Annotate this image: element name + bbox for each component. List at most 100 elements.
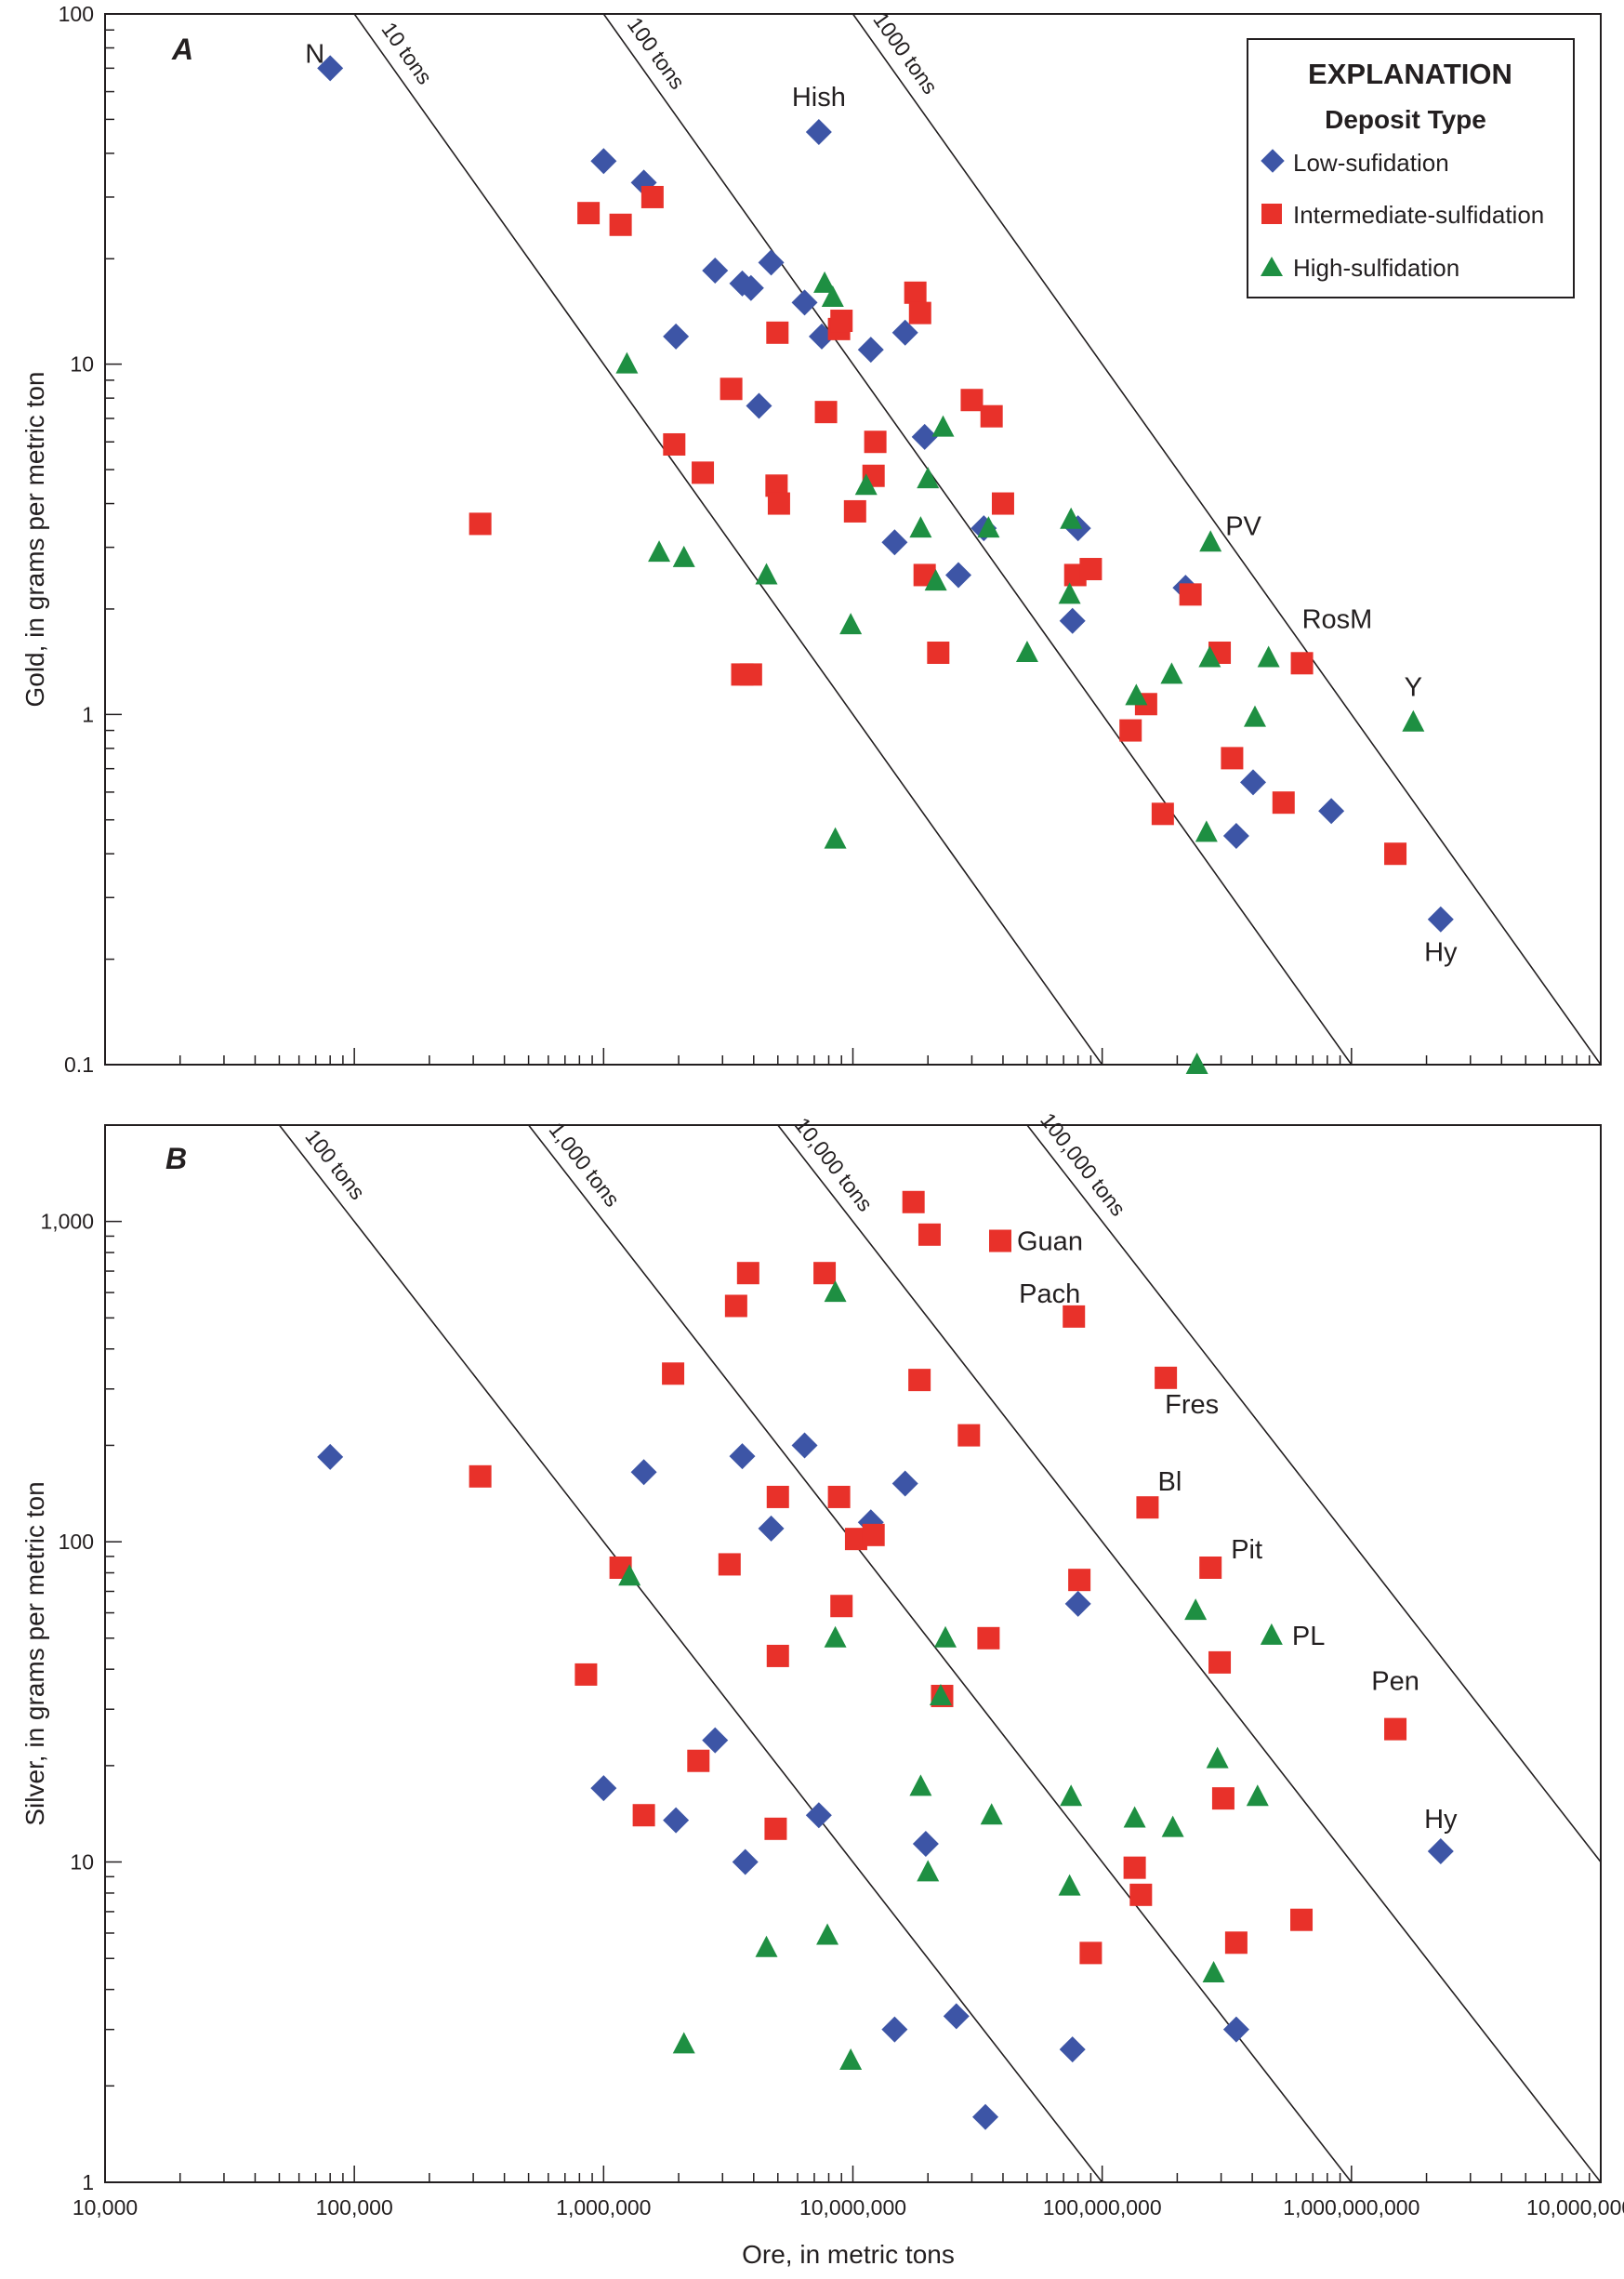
data-point-intermediate-sulfidation: [814, 401, 838, 424]
panel-letter: A: [171, 33, 193, 66]
deposit-label-pen: Pen: [1371, 1667, 1419, 1697]
data-point-high-sulfidation: [824, 827, 847, 849]
data-point-low-sulfidation: [881, 529, 908, 556]
isoline-label: 100 tons: [300, 1124, 370, 1204]
data-point-intermediate-sulfidation: [739, 663, 762, 686]
x-tick-label: 10,000,000: [799, 2195, 906, 2219]
data-point-low-sulfidation: [737, 274, 764, 301]
x-tick-label: 10,000,000,000: [1526, 2195, 1624, 2219]
legend-title: EXPLANATION: [1308, 58, 1512, 90]
data-point-high-sulfidation: [909, 1774, 932, 1796]
data-point-intermediate-sulfidation: [1290, 1908, 1314, 1931]
data-point-intermediate-sulfidation: [977, 1626, 1000, 1650]
deposit-label-rosm: RosM: [1302, 604, 1373, 634]
data-point-intermediate-sulfidation: [830, 1595, 853, 1618]
data-point-intermediate-sulfidation: [574, 1663, 598, 1686]
data-point-intermediate-sulfidation: [908, 301, 931, 325]
data-point-high-sulfidation: [824, 1280, 847, 1303]
panel-letter: B: [165, 1142, 187, 1175]
y-tick-label: 1,000: [40, 1210, 94, 1234]
data-point-intermediate-sulfidation: [1119, 719, 1142, 742]
data-point-high-sulfidation: [977, 516, 1000, 538]
data-point-intermediate-sulfidation: [1199, 1556, 1222, 1579]
data-point-low-sulfidation: [891, 1470, 918, 1497]
data-point-intermediate-sulfidation: [904, 281, 927, 304]
data-point-low-sulfidation: [758, 249, 785, 276]
isoline-label: 1000 tons: [868, 8, 943, 99]
data-point-high-sulfidation: [615, 351, 639, 374]
isoline-100-tons: [602, 14, 1353, 1065]
data-point-intermediate-sulfidation: [577, 202, 601, 225]
legend-item-intermediate-sulfidation: Intermediate-sulfidation: [1293, 201, 1544, 229]
data-point-intermediate-sulfidation: [980, 404, 1003, 428]
x-tick-label: 1,000,000: [556, 2195, 651, 2219]
data-point-intermediate-sulfidation: [766, 321, 789, 344]
deposit-label-fres: Fres: [1165, 1390, 1219, 1420]
data-point-intermediate-sulfidation: [765, 474, 788, 497]
deposit-label-hy: Hy: [1424, 1805, 1458, 1835]
series-high-sulfidation: [618, 1280, 1283, 2071]
data-point-high-sulfidation: [839, 613, 863, 635]
data-point-high-sulfidation: [1185, 1053, 1208, 1074]
deposit-label-pv: PV: [1225, 511, 1261, 541]
data-point-high-sulfidation: [648, 540, 671, 563]
data-point-low-sulfidation: [1427, 906, 1454, 933]
data-point-high-sulfidation: [929, 1683, 952, 1705]
data-point-high-sulfidation: [1195, 820, 1218, 842]
data-point-low-sulfidation: [758, 1515, 785, 1542]
data-point-intermediate-sulfidation: [1151, 802, 1174, 826]
data-point-intermediate-sulfidation: [957, 1424, 981, 1447]
data-point-high-sulfidation: [924, 569, 947, 591]
data-point-high-sulfidation: [1198, 645, 1221, 668]
data-point-high-sulfidation: [1060, 507, 1083, 529]
data-point-intermediate-sulfidation: [469, 1464, 492, 1488]
data-point-low-sulfidation: [1059, 607, 1086, 634]
x-tick-label: 100,000: [316, 2195, 393, 2219]
data-point-intermediate-sulfidation: [1221, 747, 1244, 770]
isoline-100-000-tons: [1026, 1125, 1601, 1863]
legend-square-icon: [1261, 204, 1282, 224]
data-point-high-sulfidation: [1058, 1874, 1081, 1896]
data-point-low-sulfidation: [663, 323, 690, 350]
data-point-low-sulfidation: [1318, 798, 1345, 825]
data-point-high-sulfidation: [1125, 683, 1148, 706]
data-point-high-sulfidation: [1206, 1746, 1229, 1769]
data-point-high-sulfidation: [816, 1923, 839, 1945]
deposit-label-n: N: [305, 39, 324, 69]
data-point-low-sulfidation: [317, 55, 344, 82]
x-axis-title: Ore, in metric tons: [742, 2240, 955, 2269]
data-point-high-sulfidation: [824, 1625, 847, 1648]
data-point-intermediate-sulfidation: [830, 310, 853, 333]
panel-a: 100 10 1 0.1 Gold, in grams per metric ton A 1…: [20, 2, 1602, 1077]
legend-item-low-sulfidation: Low-sufidation: [1293, 149, 1449, 177]
y-tick-label: 0.1: [64, 1053, 94, 1077]
deposit-label-guan: Guan: [1017, 1227, 1083, 1257]
x-tick-label: 10,000: [73, 2195, 138, 2219]
data-point-low-sulfidation: [805, 119, 832, 146]
x-tick-label: 100,000,000: [1043, 2195, 1162, 2219]
data-point-intermediate-sulfidation: [609, 213, 632, 236]
data-point-high-sulfidation: [1260, 1623, 1283, 1645]
data-point-intermediate-sulfidation: [764, 1817, 787, 1840]
panel-b: 1,000 100 10 110,000 100,000 1,000,000 10,000,…: [20, 1108, 1624, 2269]
data-point-intermediate-sulfidation: [767, 492, 790, 515]
data-point-high-sulfidation: [1060, 1784, 1083, 1807]
data-point-intermediate-sulfidation: [720, 378, 743, 401]
data-point-high-sulfidation: [1123, 1806, 1146, 1828]
deposit-label-bl: Bl: [1158, 1467, 1182, 1497]
x-tick-label: 1,000,000,000: [1283, 2195, 1419, 2219]
data-point-low-sulfidation: [972, 2103, 999, 2130]
data-point-low-sulfidation: [1239, 769, 1266, 796]
data-point-low-sulfidation: [1222, 2016, 1249, 2043]
data-point-low-sulfidation: [590, 148, 617, 175]
legend: EXPLANATION Deposit Type Low-sufidation …: [1247, 38, 1575, 298]
data-point-intermediate-sulfidation: [1079, 1941, 1102, 1965]
y-tick-label: 10: [70, 1850, 94, 1875]
data-point-low-sulfidation: [732, 1848, 759, 1875]
y-tick-label: 1: [82, 702, 94, 726]
y-tick-label: 100: [59, 2, 94, 26]
data-point-intermediate-sulfidation: [1290, 652, 1314, 675]
y-tick-label: 1: [82, 2170, 94, 2194]
y-tick-label: 100: [59, 1530, 94, 1554]
legend-box: [1247, 38, 1575, 298]
